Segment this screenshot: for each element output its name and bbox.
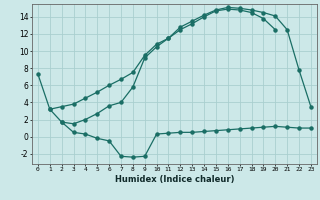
X-axis label: Humidex (Indice chaleur): Humidex (Indice chaleur) bbox=[115, 175, 234, 184]
